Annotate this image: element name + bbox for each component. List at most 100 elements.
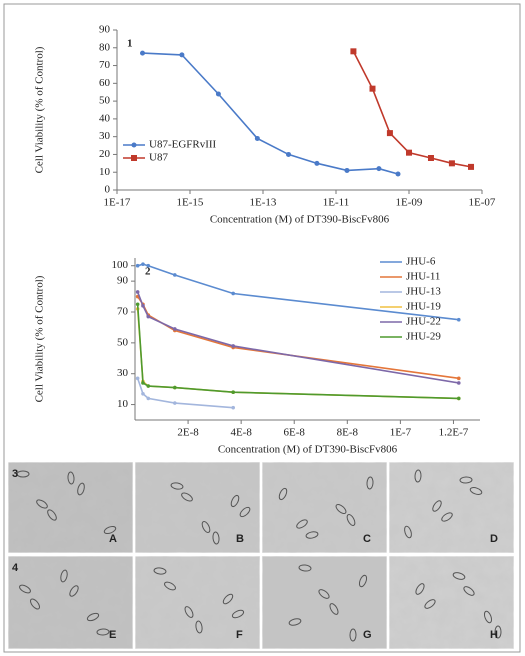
micrograph-texture: [8, 556, 133, 649]
panel-letter: H: [490, 629, 498, 641]
marker: [141, 262, 145, 266]
cell: [230, 494, 240, 508]
marker: [135, 290, 140, 294]
cell: [298, 564, 312, 572]
panel-letter: E: [109, 629, 116, 641]
cell: [19, 584, 31, 594]
marker: [456, 396, 461, 401]
cell: [366, 476, 374, 490]
x-tick-label: 2E-8: [177, 427, 199, 439]
row-label: 4: [12, 562, 19, 574]
marker: [427, 155, 434, 161]
marker: [135, 302, 140, 307]
marker: [456, 376, 461, 381]
y-tick-label: 90: [99, 24, 111, 36]
marker: [173, 385, 177, 390]
x-tick-label: 6E-8: [284, 427, 306, 439]
x-tick-label: 8E-8: [337, 427, 359, 439]
x-axis-label: Concentration (M) of DT390-BiscFv806: [210, 214, 390, 226]
cell: [77, 482, 85, 496]
cell: [69, 585, 79, 597]
cell: [170, 482, 184, 490]
x-tick-label: 4E-8: [230, 427, 252, 439]
marker: [146, 396, 151, 401]
cell: [305, 531, 319, 539]
marker: [173, 401, 177, 405]
y-tick-label: 90: [117, 275, 129, 287]
legend-marker: [131, 155, 137, 161]
marker: [173, 273, 177, 277]
micrograph-texture: [389, 556, 514, 649]
panel-label: 1: [127, 38, 133, 50]
cell: [358, 574, 368, 588]
marker: [350, 48, 357, 55]
legend-label: JHU-22: [406, 316, 441, 328]
legend-label: JHU-6: [406, 256, 436, 268]
micrograph-texture: [135, 556, 260, 649]
cell: [103, 525, 117, 535]
cell: [463, 586, 475, 596]
marker: [231, 390, 235, 395]
marker: [231, 344, 235, 348]
cell: [441, 512, 453, 522]
marker: [146, 263, 151, 268]
y-tick-label: 10: [99, 166, 111, 178]
cell: [201, 520, 211, 534]
marker: [135, 376, 140, 381]
x-tick-label: 1E-11: [323, 197, 349, 209]
panel-letter: D: [490, 533, 498, 545]
marker: [386, 130, 393, 137]
legend-label: JHU-13: [406, 286, 441, 298]
y-tick-label: 70: [99, 59, 111, 71]
marker: [456, 317, 461, 322]
y-tick-label: 80: [99, 41, 111, 53]
marker: [141, 391, 145, 396]
y-tick-label: 30: [117, 367, 129, 379]
cell: [414, 469, 422, 483]
marker: [286, 151, 292, 157]
marker: [395, 171, 401, 177]
panel-letter: F: [236, 629, 243, 641]
cell: [329, 603, 339, 615]
y-axis-label: Cell Viability (% of Control): [34, 46, 46, 173]
y-tick-label: 50: [117, 336, 129, 348]
cell: [153, 567, 167, 575]
y-tick-label: 20: [99, 148, 111, 160]
marker: [231, 291, 235, 296]
y-tick-label: 10: [117, 398, 129, 410]
micrograph-texture: [262, 556, 387, 649]
marker: [369, 85, 376, 92]
cell: [278, 487, 288, 501]
cell: [404, 525, 412, 539]
marker: [406, 149, 412, 156]
cell: [222, 593, 234, 605]
charts: 0 10 20 30 40 50 60 70 80 90 1E-17 1E-15 1E-13 1E-11 1…: [34, 24, 496, 456]
panel-letter: A: [109, 533, 117, 545]
cell: [164, 581, 176, 591]
y-tick-label: 0: [105, 184, 111, 196]
y-tick-label: 30: [99, 130, 111, 142]
micrograph-texture: [262, 462, 387, 553]
legend-label: U87: [149, 152, 168, 164]
marker: [231, 405, 235, 410]
marker: [140, 50, 146, 56]
x-tick-label: 1E-7: [390, 427, 412, 439]
x-axis-label: Concentration (M) of DT390-BiscFv806: [218, 444, 398, 456]
series-line: [136, 304, 459, 400]
cell: [184, 606, 194, 618]
row-label: 3: [12, 468, 18, 480]
cell: [231, 609, 245, 619]
y-axis-label: Cell Viability (% of Control): [34, 275, 46, 402]
x-tick-label: 1.2E-7: [439, 427, 469, 439]
cell: [494, 625, 502, 639]
legend-label: JHU-29: [406, 331, 441, 343]
cell: [239, 506, 251, 518]
cell: [181, 492, 193, 502]
cell: [195, 620, 203, 634]
panel-letter: G: [363, 629, 372, 641]
cell: [346, 514, 356, 526]
marker: [173, 327, 177, 331]
cell: [459, 476, 473, 484]
legend-label: JHU-11: [406, 271, 440, 283]
cell: [296, 519, 308, 529]
